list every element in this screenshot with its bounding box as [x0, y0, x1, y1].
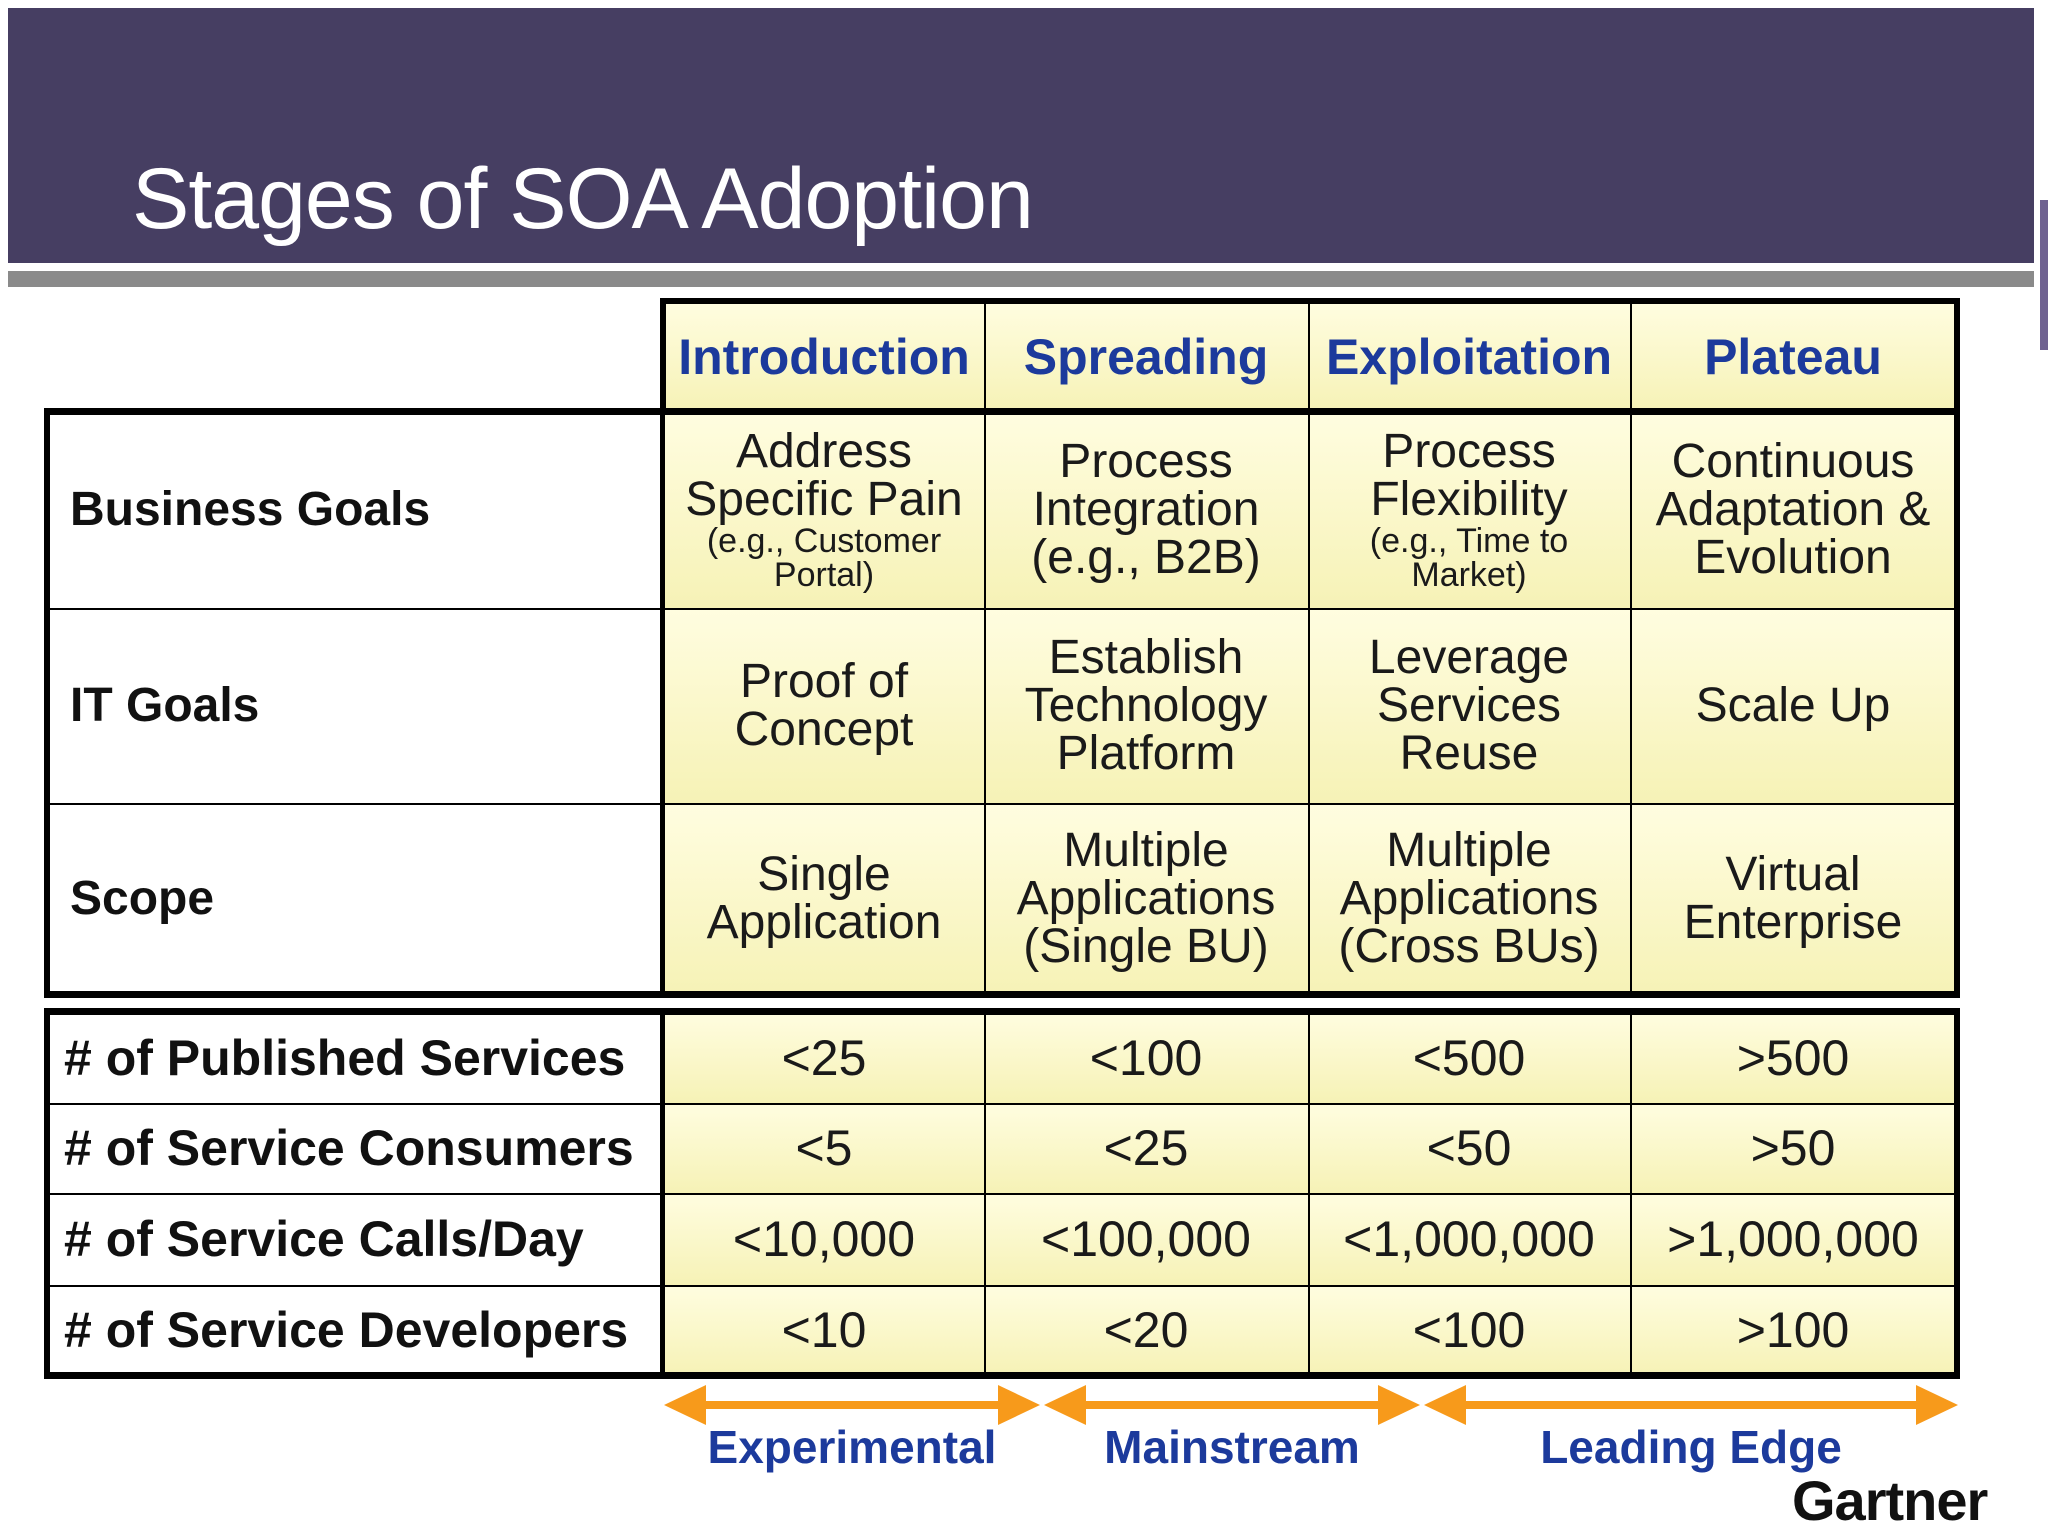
grid-line: [48, 1285, 1956, 1287]
grid-line: [1954, 408, 1960, 998]
goal-example: (e.g., Time to Market): [1369, 522, 1569, 594]
grid-line: [48, 608, 1956, 610]
right-edge-accent: [2040, 200, 2048, 350]
grid-line: [984, 412, 986, 994]
goal-cell: Address Specific Pain (e.g., Customer Por…: [664, 412, 984, 608]
metric-value: <25: [664, 1012, 984, 1103]
goal-text: Address Specific Pain: [685, 425, 963, 526]
goal-cell: Multiple Applications (Single BU): [984, 803, 1308, 995]
row-label: Scope: [70, 872, 215, 925]
arrow-right-head: [1378, 1385, 1420, 1425]
grid-line: [44, 1372, 1960, 1379]
slide-title: Stages of SOA Adoption: [132, 151, 1034, 247]
metric-label: # of Service Consumers: [64, 1120, 634, 1176]
goal-text: Multiple Applications (Cross BUs): [1338, 824, 1600, 973]
metric-value: >500: [1630, 1012, 1956, 1103]
metric-value: <20: [984, 1285, 1308, 1375]
goal-cell: Multiple Applications (Cross BUs): [1308, 803, 1630, 995]
metric-value: <10: [664, 1285, 984, 1375]
goal-text: Process Integration (e.g., B2B): [1031, 435, 1261, 584]
grid-line: [44, 991, 1960, 998]
goal-text: Proof of Concept: [734, 654, 914, 756]
stage-header-introduction: Introduction: [664, 302, 984, 412]
title-underline: [8, 271, 2034, 287]
metric-value: <100: [1308, 1285, 1630, 1375]
metric-value: <25: [984, 1103, 1308, 1193]
gartner-logo: Gartner: [1792, 1469, 1988, 1532]
grid-line: [1954, 1008, 1960, 1379]
phase-label: Leading Edge: [1540, 1421, 1842, 1473]
grid-line: [44, 1008, 1960, 1015]
grid-line: [660, 298, 666, 408]
arrow-right-head: [998, 1385, 1040, 1425]
arrow-right-head: [1916, 1385, 1958, 1425]
metric-value: >1,000,000: [1630, 1193, 1956, 1285]
grid-line: [48, 1193, 1956, 1195]
goal-example: (e.g., Customer Portal): [706, 522, 942, 594]
grid-line: [660, 298, 1960, 304]
goal-text: Multiple Applications (Single BU): [1016, 824, 1276, 973]
goal-text: Establish Technology Platform: [1024, 630, 1268, 780]
metric-value: >100: [1630, 1285, 1956, 1375]
grid-line: [1630, 412, 1632, 994]
grid-line: [1954, 298, 1960, 408]
goal-cell: Leverage Services Reuse: [1308, 608, 1630, 803]
phase-label: Experimental: [707, 1421, 997, 1473]
grid-line: [660, 408, 665, 998]
goal-text: Virtual Enterprise: [1683, 848, 1903, 949]
metric-value: <10,000: [664, 1193, 984, 1285]
goal-text: Process Flexibility: [1370, 425, 1568, 526]
arrow-left-head: [664, 1385, 706, 1425]
metric-value: <500: [1308, 1012, 1630, 1103]
goal-text: Continuous Adaptation & Evolution: [1655, 435, 1931, 584]
grid-line: [48, 803, 1956, 805]
goal-cell: Continuous Adaptation & Evolution: [1630, 412, 1956, 608]
grid-line: [44, 408, 50, 998]
grid-line: [1630, 298, 1632, 408]
metric-value: <5: [664, 1103, 984, 1193]
metric-value: <100: [984, 1012, 1308, 1103]
phase-arrow-shaft: [694, 1401, 1010, 1409]
stage-header-spreading: Spreading: [984, 302, 1308, 412]
grid-line: [984, 298, 986, 408]
grid-line: [1308, 298, 1310, 408]
title-banner: [8, 8, 2034, 263]
goal-cell: Virtual Enterprise: [1630, 803, 1956, 995]
grid-line: [44, 408, 664, 415]
metric-value: >50: [1630, 1103, 1956, 1193]
goal-cell: Scale Up: [1630, 608, 1956, 803]
grid-line: [660, 408, 1960, 415]
goal-cell: Process Flexibility (e.g., Time to Market…: [1308, 412, 1630, 608]
row-label: IT Goals: [70, 678, 260, 732]
goal-text: Single Application: [706, 848, 942, 949]
metric-value: <100,000: [984, 1193, 1308, 1285]
goal-cell: Process Integration (e.g., B2B): [984, 412, 1308, 608]
goal-cell: Proof of Concept: [664, 608, 984, 803]
metric-label: # of Service Calls/Day: [64, 1211, 584, 1267]
phase-arrow-shaft: [1454, 1401, 1928, 1409]
phase-arrow-shaft: [1074, 1401, 1390, 1409]
goal-cell: Establish Technology Platform: [984, 608, 1308, 803]
metric-label: # of Published Services: [64, 1029, 626, 1086]
arrow-left-head: [1424, 1385, 1466, 1425]
row-label: Business Goals: [70, 483, 431, 536]
grid-line: [48, 1103, 1956, 1105]
stage-header-exploitation: Exploitation: [1308, 302, 1630, 412]
grid-line: [1308, 412, 1310, 994]
metric-value: <1,000,000: [1308, 1193, 1630, 1285]
arrow-left-head: [1044, 1385, 1086, 1425]
metric-value: <50: [1308, 1103, 1630, 1193]
goal-cell: Single Application: [664, 803, 984, 995]
stage-header-plateau: Plateau: [1630, 302, 1956, 412]
goal-text: Scale Up: [1695, 678, 1891, 732]
phase-label: Mainstream: [1104, 1421, 1360, 1473]
goal-text: Leverage Services Reuse: [1368, 630, 1570, 780]
metric-label: # of Service Developers: [64, 1302, 629, 1358]
grid-line: [44, 1008, 50, 1379]
